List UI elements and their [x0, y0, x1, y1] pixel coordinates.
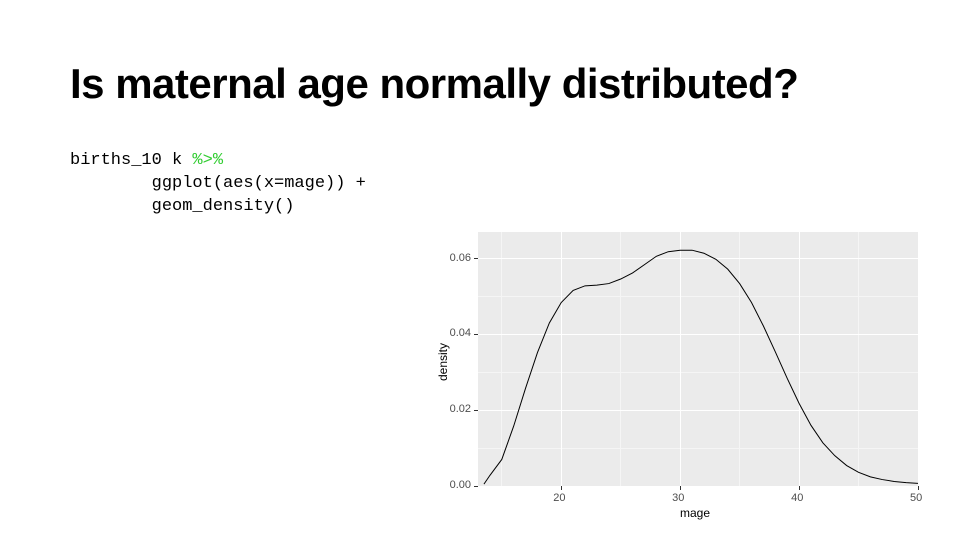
pipe-operator: %>% [192, 151, 223, 170]
y-tick-label: 0.06 [450, 252, 471, 264]
x-tick-label: 40 [791, 492, 803, 504]
y-tick [474, 410, 478, 411]
y-tick [474, 334, 478, 335]
page-title: Is maternal age normally distributed? [70, 60, 890, 108]
y-tick-label: 0.02 [450, 403, 471, 415]
code-line-3: geom_density() [70, 197, 294, 216]
x-axis-title: mage [680, 506, 710, 520]
x-tick [680, 486, 681, 490]
x-tick-label: 30 [672, 492, 684, 504]
y-tick [474, 486, 478, 487]
y-tick-label: 0.00 [450, 479, 471, 491]
code-block: births_10 k %>% ggplot(aes(x=mage)) + ge… [70, 150, 890, 219]
x-tick-label: 50 [910, 492, 922, 504]
x-tick [799, 486, 800, 490]
y-tick [474, 258, 478, 259]
y-axis-title: density [436, 343, 450, 381]
density-curve [430, 228, 920, 488]
code-line-1a: births_10 k [70, 151, 192, 170]
y-tick-label: 0.04 [450, 327, 471, 339]
x-tick [561, 486, 562, 490]
density-chart: 0.000.020.040.0620304050densitymage [430, 228, 922, 516]
x-tick-label: 20 [553, 492, 565, 504]
code-line-2: ggplot(aes(x=mage)) + [70, 174, 366, 193]
x-tick [918, 486, 919, 490]
